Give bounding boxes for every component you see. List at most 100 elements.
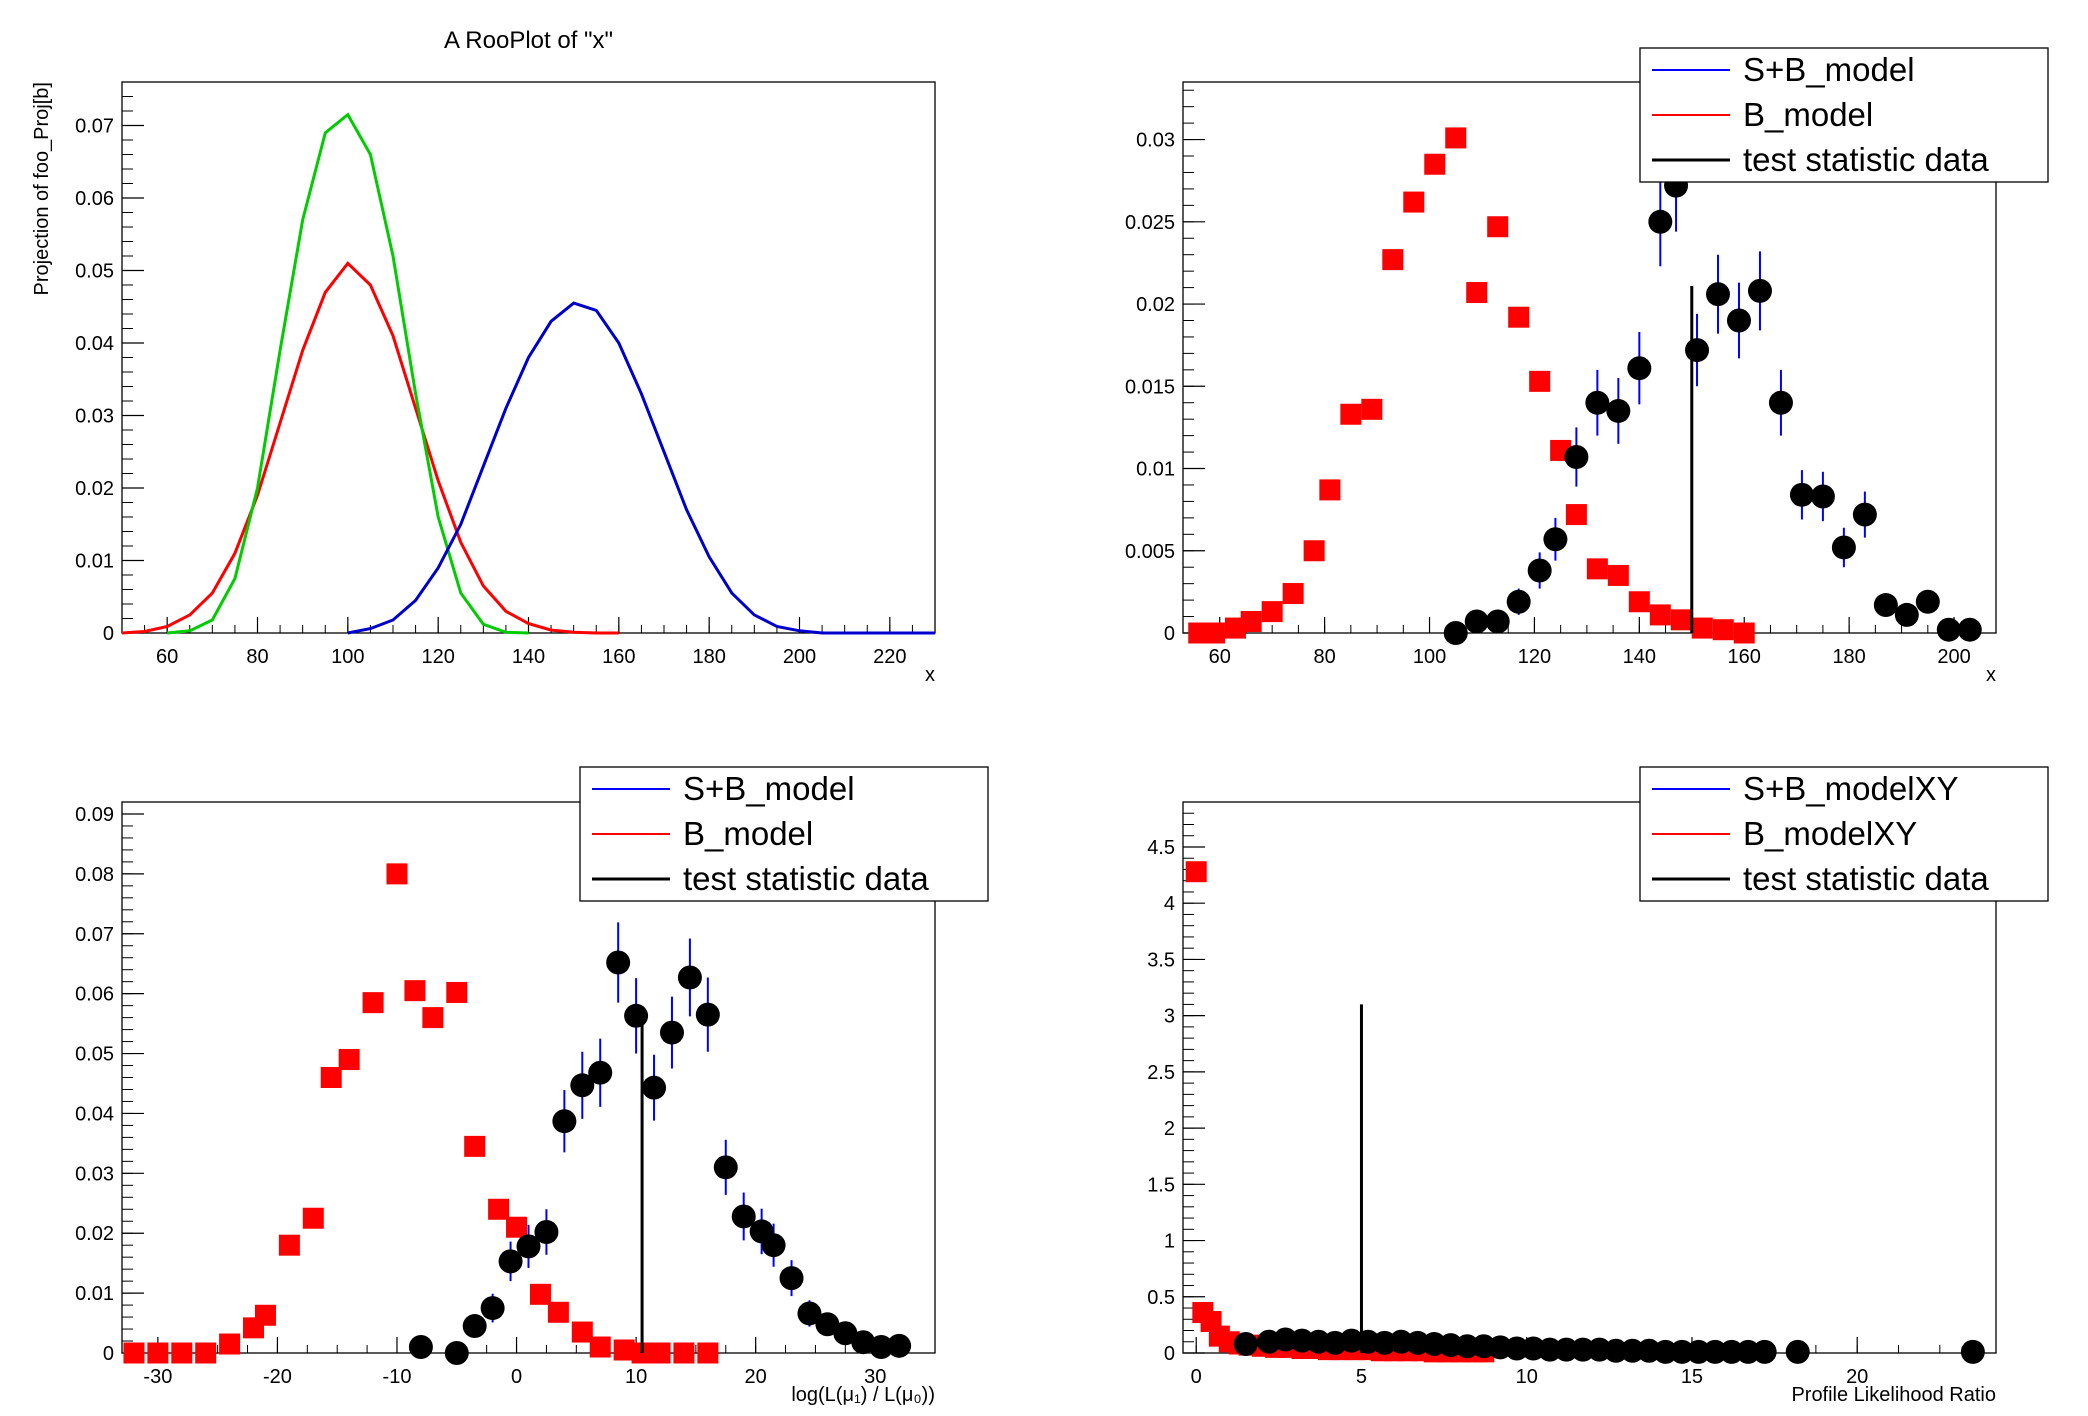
sbmodel-circle-marker — [1504, 1336, 1529, 1361]
x-tick-label: 60 — [1209, 646, 1231, 668]
sbmodel-circle-marker — [1606, 398, 1631, 423]
sbmodel-circle-marker — [1603, 1338, 1628, 1363]
sbmodel-circle-marker — [1653, 1339, 1678, 1364]
bmodel-square-marker — [1403, 191, 1425, 213]
sbmodel-circle-marker — [1543, 527, 1568, 552]
bmodel-square-marker — [1607, 564, 1629, 586]
sbmodel-circle-marker — [1894, 602, 1919, 627]
bmodel-square-marker — [1466, 282, 1488, 304]
y-tick-label: 0.07 — [75, 924, 114, 946]
y-tick-label: 0.03 — [75, 1163, 114, 1185]
sbmodel-circle-marker — [1233, 1332, 1258, 1357]
legend-label-1: S+B_modelXY — [1743, 770, 1959, 807]
sbmodel-circle-marker — [1703, 1339, 1728, 1364]
bmodel-square-marker — [1691, 617, 1713, 639]
sbmodel-circle-marker — [1554, 1337, 1579, 1362]
x-tick-label: 10 — [1516, 1366, 1538, 1388]
bmodel-square-marker — [1712, 619, 1734, 641]
y-tick-label: 0.02 — [75, 478, 114, 500]
bmodel-square-marker — [302, 1207, 324, 1229]
y-tick-label: 0.07 — [75, 116, 114, 138]
x-tick-label: 120 — [421, 646, 454, 668]
bmodel-square-marker — [147, 1342, 169, 1364]
y-tick-label: 0 — [1164, 1343, 1175, 1365]
x-tick-label: 100 — [1413, 646, 1446, 668]
x-axis-label: Profile Likelihood Ratio — [1791, 1384, 1996, 1406]
sbmodel-circle-marker — [1768, 390, 1793, 415]
bmodel-square-marker — [123, 1342, 145, 1364]
x-tick-label: 60 — [156, 646, 178, 668]
sbmodel-circle-marker — [1706, 282, 1731, 307]
x-tick-label: 140 — [512, 646, 545, 668]
y-tick-label: 0.04 — [75, 333, 114, 355]
bmodel-square-marker — [278, 1234, 300, 1256]
sbmodel-circle-marker — [642, 1075, 667, 1100]
y-axis-label: Projection of foo_Proj[b] — [31, 82, 53, 295]
legend-label-1: S+B_model — [683, 770, 855, 807]
y-tick-label: 0.05 — [75, 261, 114, 283]
sbmodel-circle-marker — [1455, 1334, 1480, 1359]
chart-title: A RooPlot of "x" — [444, 27, 613, 54]
x-tick-label: 200 — [783, 646, 816, 668]
x-tick-label: 10 — [625, 1366, 647, 1388]
sbmodel-circle-marker — [1960, 1339, 1985, 1364]
x-tick-label: 200 — [1937, 646, 1970, 668]
bmodel-square-marker — [571, 1321, 593, 1343]
y-tick-label: 0.02 — [1136, 294, 1175, 316]
sbmodel-circle-marker — [408, 1335, 433, 1360]
chart-panel-4: 0 5 10 15 20 0 0.5 1 1.5 2 2.5 3 3.5 4 4.5 Profile Like… — [1147, 766, 2049, 1406]
sbmodel-circle-marker — [624, 1003, 649, 1028]
y-tick-label: 0.015 — [1125, 376, 1175, 398]
sbmodel-circle-marker — [1915, 589, 1940, 614]
bmodel-square-marker — [386, 863, 408, 885]
bmodel-square-marker — [1487, 216, 1509, 238]
bmodel-square-marker — [446, 981, 468, 1003]
sbmodel-circle-marker — [695, 1002, 720, 1027]
sbmodel-circle-marker — [1570, 1337, 1595, 1362]
y-tick-label: 0.06 — [75, 984, 114, 1006]
chart-panel-3: -30 -20 -10 0 10 20 30 0 0.01 0.02 0.03 0.04 0.05 0.0… — [75, 766, 989, 1406]
sbmodel-circle-marker — [1736, 1339, 1761, 1364]
x-tick-label: 5 — [1356, 1366, 1367, 1388]
sbmodel-circle-marker — [534, 1220, 559, 1245]
bmodel-square-marker — [1185, 861, 1207, 883]
sbmodel-circle-marker — [1620, 1338, 1645, 1363]
plot-frame — [1182, 81, 1997, 634]
sbmodel-circle-marker — [498, 1249, 523, 1274]
y-tick-label: 3.5 — [1147, 949, 1175, 971]
sbmodel-circle-marker — [480, 1296, 505, 1321]
bmodel-square-marker — [506, 1216, 528, 1238]
x-tick-label: 120 — [1518, 646, 1551, 668]
bmodel-square-marker — [547, 1301, 569, 1323]
x-tick-label: 0 — [511, 1366, 522, 1388]
sbmodel-circle-marker — [779, 1266, 804, 1291]
bmodel-square-marker — [422, 1007, 444, 1029]
bmodel-square-marker — [464, 1135, 486, 1157]
sbmodel-circle-marker — [1485, 609, 1510, 634]
x-tick-label: 80 — [246, 646, 268, 668]
legend-label-2: B_modelXY — [1743, 815, 1917, 852]
x-tick-label: 20 — [1846, 1366, 1868, 1388]
bmodel-square-marker — [1340, 403, 1362, 425]
legend-label-3: test statistic data — [1743, 141, 1989, 178]
y-tick-label: 0 — [1164, 623, 1175, 645]
bmodel-square-marker — [195, 1342, 217, 1364]
sbmodel-circle-marker — [659, 1020, 684, 1045]
bmodel-square-marker — [1319, 479, 1341, 501]
x-tick-label: 100 — [331, 646, 364, 668]
y-tick-label: 1 — [1164, 1231, 1175, 1253]
bmodel-square-marker — [1508, 306, 1530, 328]
sbmodel-circle-marker — [713, 1155, 738, 1180]
y-tick-label: 0 — [103, 623, 114, 645]
series-line-1 — [121, 261, 619, 635]
sbmodel-circle-marker — [606, 950, 631, 975]
bmodel-square-marker — [1733, 622, 1755, 644]
bmodel-square-marker — [1203, 622, 1225, 644]
bmodel-square-marker — [254, 1304, 276, 1326]
y-tick-label: 0.03 — [75, 406, 114, 428]
sbmodel-circle-marker — [1537, 1337, 1562, 1362]
sbmodel-circle-marker — [869, 1335, 894, 1360]
bmodel-square-marker — [1303, 540, 1325, 562]
y-tick-label: 0.04 — [75, 1103, 114, 1125]
